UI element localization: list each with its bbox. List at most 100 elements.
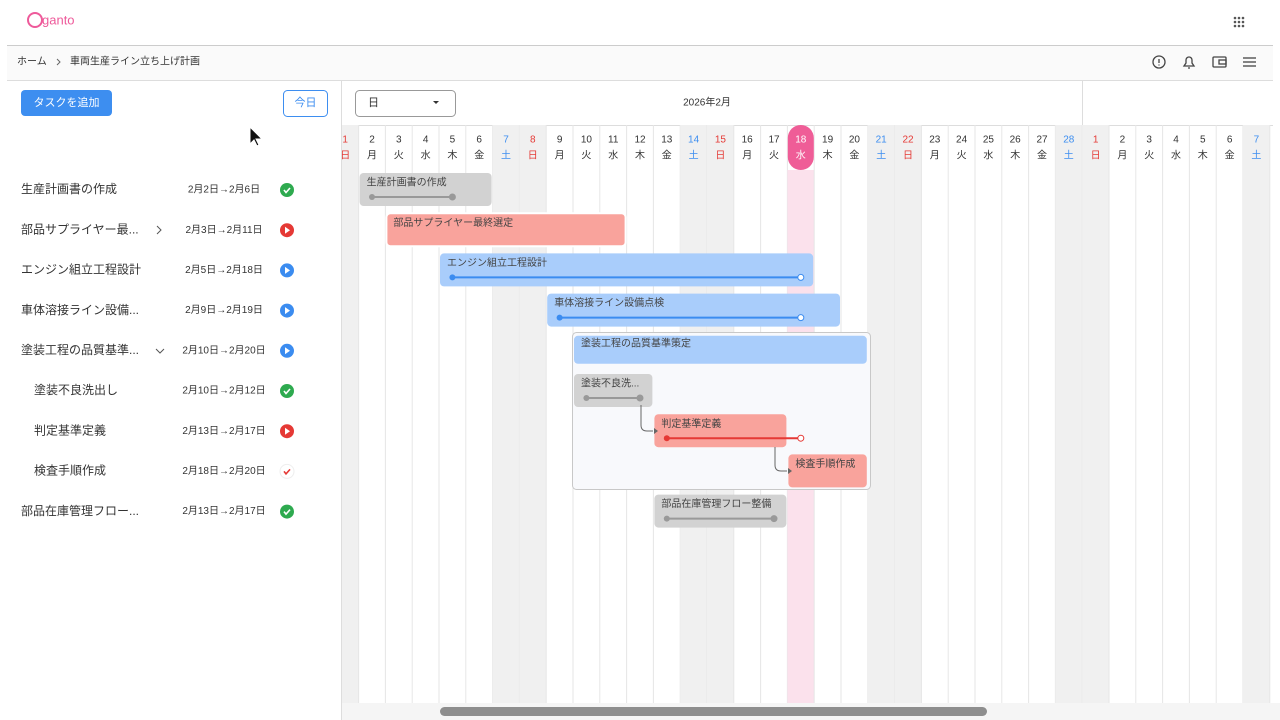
status-done [280, 384, 294, 398]
task-name[interactable]: 車体溶接ライン設備... [21, 302, 139, 317]
weekday: 水 [796, 150, 806, 162]
weekday: 木 [447, 150, 457, 162]
status-check [283, 187, 291, 194]
day-number: 11 [608, 135, 619, 146]
task-bar[interactable] [385, 212, 627, 248]
task-name[interactable]: 検査手順作成 [34, 464, 106, 478]
day-number: 5 [1200, 135, 1206, 146]
weekday: 木 [635, 150, 645, 162]
bar-label: 部品在庫管理フロー整備 [661, 497, 771, 510]
bar-label: 塗装不良洗... [581, 377, 639, 390]
task-dates: 2月13日→2月17日 [182, 425, 265, 437]
task-dates: 2月2日→2月6日 [188, 184, 260, 196]
weekday: 木 [1198, 150, 1208, 162]
today-button[interactable] [283, 90, 328, 117]
day-number: 3 [1146, 135, 1152, 146]
weekday: 金 [849, 149, 859, 162]
dropdown-arrow [433, 101, 439, 104]
bar-label: エンジン組立工程設計 [447, 256, 547, 269]
expand-icon[interactable] [156, 225, 162, 235]
task-name[interactable]: エンジン組立工程設計 [21, 262, 141, 277]
menu-icon[interactable] [1243, 57, 1256, 67]
weekday: 月 [930, 150, 940, 162]
day-number: 10 [581, 135, 593, 146]
task-name[interactable]: 部品サプライヤー最... [21, 222, 139, 236]
day-number: 6 [476, 135, 482, 146]
weekend-column [342, 125, 359, 703]
info-icon[interactable] [1152, 55, 1166, 69]
month-label: 2026年2月 [683, 96, 731, 109]
logo-icon [27, 12, 43, 28]
progress-start [369, 194, 375, 200]
day-number: 7 [503, 135, 509, 146]
weekday: 水 [421, 150, 431, 162]
task-name[interactable]: 部品在庫管理フロー... [21, 503, 139, 518]
collapse-icon[interactable] [155, 348, 165, 354]
day-number: 18 [795, 135, 807, 146]
day-number: 24 [956, 135, 968, 146]
task-name[interactable]: 判定基準定義 [34, 422, 106, 437]
wallet-icon[interactable] [1212, 56, 1227, 68]
progress-start [583, 395, 590, 401]
today-label: 今日 [295, 95, 317, 109]
day-number: 19 [822, 135, 834, 146]
status-done [280, 183, 294, 197]
task-dates: 2月13日→2月17日 [182, 505, 265, 517]
day-number: 23 [929, 135, 941, 146]
scrollbar[interactable] [440, 707, 987, 716]
day-number: 2 [369, 135, 375, 146]
status-play [285, 427, 290, 435]
group-container [572, 332, 871, 490]
progress-end [448, 193, 456, 201]
timeline-bars: 生産計画書の作成部品サプライヤー最終選定エンジン組立工程設計車体溶接ライン設備点… [359, 173, 871, 528]
weekday: 月 [555, 150, 565, 162]
weekday: 土 [876, 149, 886, 162]
weekday: 日 [715, 151, 725, 162]
task-name[interactable]: 塗装不良洗出し [34, 382, 118, 397]
scale-select[interactable] [355, 90, 456, 117]
task-dates: 2月10日→2月12日 [182, 385, 265, 397]
progress-start [663, 435, 670, 442]
weekend-column [867, 125, 895, 703]
day-number: 28 [1063, 135, 1075, 146]
progress-end [770, 515, 778, 523]
weekday: 火 [769, 150, 779, 162]
breadcrumb-home[interactable]: ホーム [17, 56, 47, 68]
task-name[interactable]: 生産計画書の作成 [21, 181, 117, 196]
progress-start [663, 515, 670, 522]
day-number: 2 [1120, 135, 1126, 146]
status-checked [279, 463, 295, 479]
day-number: 12 [634, 135, 646, 146]
day-number: 17 [768, 135, 780, 146]
day-number: 6 [1227, 135, 1233, 146]
progress-end [797, 314, 805, 322]
task-bar[interactable] [574, 335, 867, 364]
top-bar [0, 0, 1280, 45]
weekday: 日 [340, 151, 350, 162]
logo[interactable]: ganto [42, 12, 75, 27]
bell-icon[interactable] [1182, 56, 1196, 69]
day-number: 5 [450, 135, 456, 146]
bar-label: 検査手順作成 [795, 457, 855, 470]
weekday: 土 [689, 149, 699, 162]
task-name[interactable]: 塗装工程の品質基準... [21, 342, 139, 357]
dependency-arrow [774, 447, 787, 472]
status-play [285, 266, 290, 274]
apps-icon[interactable] [1233, 16, 1245, 28]
cursor [249, 125, 264, 147]
weekend-column [519, 125, 547, 703]
add-task-button[interactable] [21, 90, 112, 116]
breadcrumb-bar [7, 46, 1273, 80]
task-bar[interactable] [788, 454, 867, 488]
task-dates: 2月3日→2月11日 [185, 224, 262, 236]
weekday: 日 [528, 151, 538, 162]
task-dates: 2月18日→2月20日 [182, 465, 265, 477]
weekend-column [1055, 125, 1083, 703]
arrow-head [788, 468, 792, 474]
day-number: 4 [1173, 135, 1179, 146]
day-number: 26 [1010, 135, 1022, 146]
status-play [285, 307, 290, 315]
day-number: 20 [849, 135, 861, 146]
day-number: 21 [876, 135, 888, 146]
